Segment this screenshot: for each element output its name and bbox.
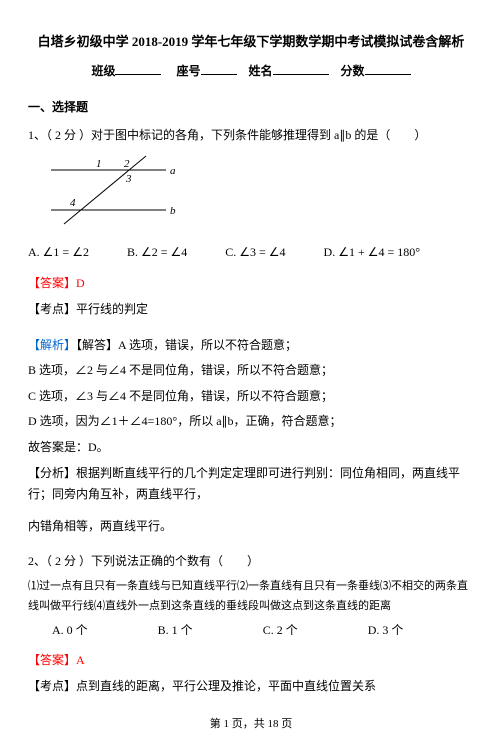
q1-answer-row: 【答案】D bbox=[28, 273, 474, 295]
q1-kaodian: 平行线的判定 bbox=[76, 302, 148, 316]
section-heading-1: 一、选择题 bbox=[28, 97, 474, 119]
q2-options: A. 0 个 B. 1 个 C. 2 个 D. 3 个 bbox=[52, 620, 474, 642]
q1-option-b: B. ∠2 = ∠4 bbox=[127, 242, 187, 264]
q2-option-a: A. 0 个 bbox=[52, 620, 88, 642]
q1-option-a: A. ∠1 = ∠2 bbox=[28, 242, 89, 264]
q1-fenxi-row: 【分析】根据判断直线平行的几个判定定理即可进行判别：同位角相同，两直线平行；同旁… bbox=[28, 463, 474, 506]
q1-line-b: B 选项，∠2 与∠4 不是同位角，错误，所以不符合题意； bbox=[28, 360, 474, 382]
q2-sub: ⑴过一点有且只有一条直线与已知直线平行⑵一条直线有且只有一条垂线⑶不相交的两条直… bbox=[28, 577, 474, 617]
answer-label: 【答案】 bbox=[28, 276, 76, 290]
q1-jiexi-a: 【解析】【解答】A 选项，错误，所以不符合题意； bbox=[28, 335, 474, 357]
doc-title: 白塔乡初级中学 2018-2019 学年七年级下学期数学期中考试模拟试卷含解析 bbox=[28, 30, 474, 53]
svg-text:a: a bbox=[170, 165, 176, 177]
q1-diagram: 1 2 3 4 a b bbox=[46, 152, 474, 238]
q2-stem: 2、（ 2 分 ）下列说法正确的个数有（ ） bbox=[28, 551, 474, 573]
score-blank bbox=[365, 62, 411, 75]
q2-answer: A bbox=[76, 653, 85, 667]
q1-option-c: C. ∠3 = ∠4 bbox=[225, 242, 285, 264]
q1-option-d: D. ∠1 + ∠4 = 180° bbox=[324, 242, 421, 264]
svg-text:3: 3 bbox=[125, 173, 132, 185]
q1-fenxi2: 内错角相等，两直线平行。 bbox=[28, 516, 474, 538]
q1-guda: 故答案是：D。 bbox=[28, 437, 474, 459]
jiexi-label: 【解析】 bbox=[28, 338, 76, 352]
q1-line-d: D 选项，因为∠1＋∠4=180°，所以 a∥b，正确，符合题意； bbox=[28, 411, 474, 433]
score-label: 分数 bbox=[341, 64, 365, 78]
q2-kaodian: 点到直线的距离，平行公理及推论，平面中直线位置关系 bbox=[76, 679, 376, 693]
svg-text:4: 4 bbox=[70, 197, 76, 209]
svg-text:b: b bbox=[170, 205, 176, 217]
q2-answer-row: 【答案】A bbox=[28, 650, 474, 672]
q1-answer: D bbox=[76, 276, 85, 290]
jieda-label: 【解答】 bbox=[76, 338, 118, 352]
q1-line-a: A 选项，错误，所以不符合题意； bbox=[118, 338, 297, 352]
answer-label-2: 【答案】 bbox=[28, 653, 76, 667]
seat-blank bbox=[201, 62, 237, 75]
q2-option-b: B. 1 个 bbox=[158, 620, 193, 642]
q2-kaodian-row: 【考点】点到直线的距离，平行公理及推论，平面中直线位置关系 bbox=[28, 676, 474, 698]
q2-option-d: D. 3 个 bbox=[368, 620, 404, 642]
kaodian-label: 【考点】 bbox=[28, 302, 76, 316]
seat-label: 座号 bbox=[176, 64, 200, 78]
kaodian-label-2: 【考点】 bbox=[28, 679, 76, 693]
fenxi-label: 【分析】 bbox=[28, 466, 76, 480]
q1-stem: 1、（ 2 分 ）对于图中标记的各角，下列条件能够推理得到 a∥b 的是（ ） bbox=[28, 125, 474, 147]
name-blank bbox=[273, 62, 329, 75]
page-footer: 第 1 页，共 18 页 bbox=[28, 715, 474, 735]
class-label: 班级 bbox=[91, 64, 115, 78]
q1-line-c: C 选项，∠3 与∠4 不是同位角，错误，所以不符合题意； bbox=[28, 386, 474, 408]
class-blank bbox=[115, 62, 161, 75]
fill-row: 班级 座号 姓名 分数 bbox=[28, 61, 474, 83]
q1-fenxi: 根据判断直线平行的几个判定定理即可进行判别：同位角相同，两直线平行；同旁内角互补… bbox=[28, 466, 460, 502]
q2-option-c: C. 2 个 bbox=[263, 620, 298, 642]
name-label: 姓名 bbox=[249, 64, 273, 78]
svg-text:1: 1 bbox=[96, 158, 102, 170]
svg-text:2: 2 bbox=[124, 158, 130, 170]
q1-kaodian-row: 【考点】平行线的判定 bbox=[28, 299, 474, 321]
q1-options: A. ∠1 = ∠2 B. ∠2 = ∠4 C. ∠3 = ∠4 D. ∠1 +… bbox=[28, 242, 474, 264]
